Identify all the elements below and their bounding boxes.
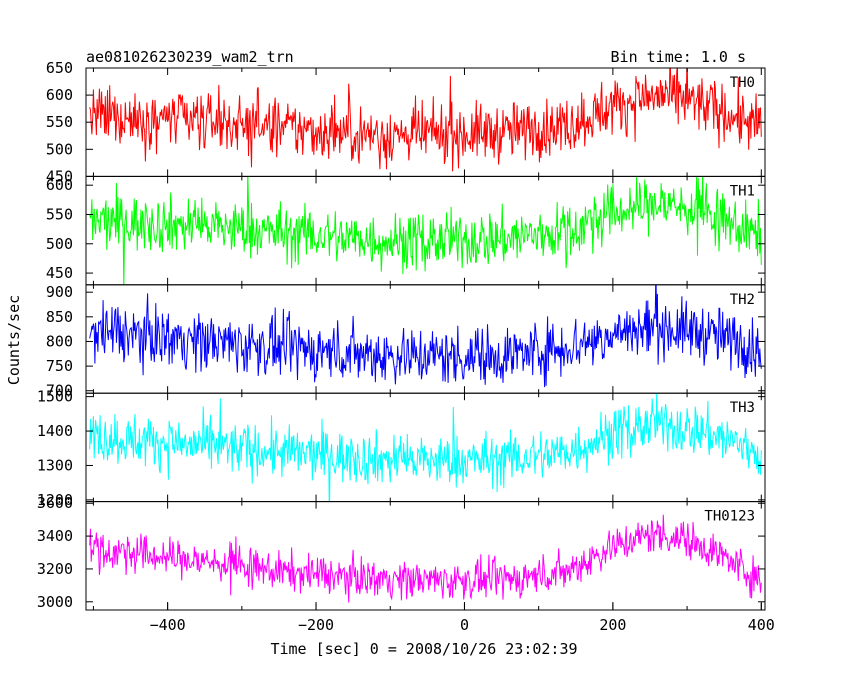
- series-line-th1: [89, 176, 762, 285]
- panel-label-th2: TH2: [730, 292, 755, 308]
- y-tick-label-th3: 1400: [37, 422, 73, 440]
- y-axis-label: Counts/sec: [5, 295, 23, 385]
- x-tick-label: −200: [298, 616, 334, 634]
- y-tick-label-th1: 450: [46, 264, 73, 282]
- y-tick-label-th2: 800: [46, 332, 73, 350]
- y-tick-label-th0: 600: [46, 86, 73, 104]
- x-tick-label: 200: [599, 616, 626, 634]
- panel-th2: 700 750 800 850 900 TH2: [46, 283, 766, 400]
- y-tick-label-th0123: 3600: [37, 494, 73, 512]
- y-tick-label-th0: 550: [46, 113, 73, 131]
- panel-label-th0123: TH0123: [704, 509, 755, 525]
- series-line-th2: [89, 284, 762, 388]
- x-tick-label: 400: [748, 616, 775, 634]
- y-tick-label-th0123: 3200: [37, 560, 73, 578]
- series-line-th0123: [89, 514, 762, 603]
- x-tick-label: 0: [460, 616, 469, 634]
- y-tick-label-th1: 550: [46, 205, 73, 223]
- y-tick-label-th0123: 3000: [37, 593, 73, 611]
- y-tick-label-th0: 650: [46, 59, 73, 77]
- x-axis: −400 −200 0 200 400: [150, 602, 775, 634]
- chart-title: ae081026230239_wam2_trn: [86, 48, 294, 66]
- y-tick-label-th0: 450: [46, 167, 73, 185]
- panel-th0123: 3000 3200 3400 3600 TH0123: [37, 494, 766, 611]
- panel-frame-th0123: [85, 501, 766, 611]
- panel-label-th1: TH1: [730, 183, 755, 199]
- x-tick-label: −400: [150, 616, 186, 634]
- panel-th3: 1200 1300 1400 1500 TH3: [37, 388, 766, 509]
- y-tick-label-th0: 500: [46, 140, 73, 158]
- bin-time-label: Bin time: 1.0 s: [611, 48, 746, 66]
- series-line-th0: [89, 68, 762, 172]
- y-tick-label-th2: 750: [46, 357, 73, 375]
- x-axis-label: Time [sec] 0 = 2008/10/26 23:02:39: [270, 640, 577, 658]
- y-tick-label-th2: 900: [46, 283, 73, 301]
- y-tick-label-th2: 700: [46, 382, 73, 400]
- panel-th0: 450 500 550 600 650 TH0: [46, 59, 766, 185]
- panels-group: 450 500 550 600 650 TH0 450 500 550 600 TH1 700 750 8…: [37, 59, 766, 611]
- panel-th1: 450 500 550 600 TH1: [46, 175, 766, 286]
- y-tick-label-th3: 1300: [37, 456, 73, 474]
- y-tick-label-th0123: 3400: [37, 527, 73, 545]
- y-tick-label-th1: 600: [46, 176, 73, 194]
- panel-label-th3: TH3: [730, 400, 755, 416]
- y-tick-label-th1: 500: [46, 235, 73, 253]
- y-tick-label-th3: 1500: [37, 388, 73, 406]
- y-tick-label-th3: 1200: [37, 491, 73, 509]
- series-line-th3: [89, 393, 762, 502]
- panel-label-th0: TH0: [730, 75, 755, 91]
- y-tick-label-th2: 850: [46, 308, 73, 326]
